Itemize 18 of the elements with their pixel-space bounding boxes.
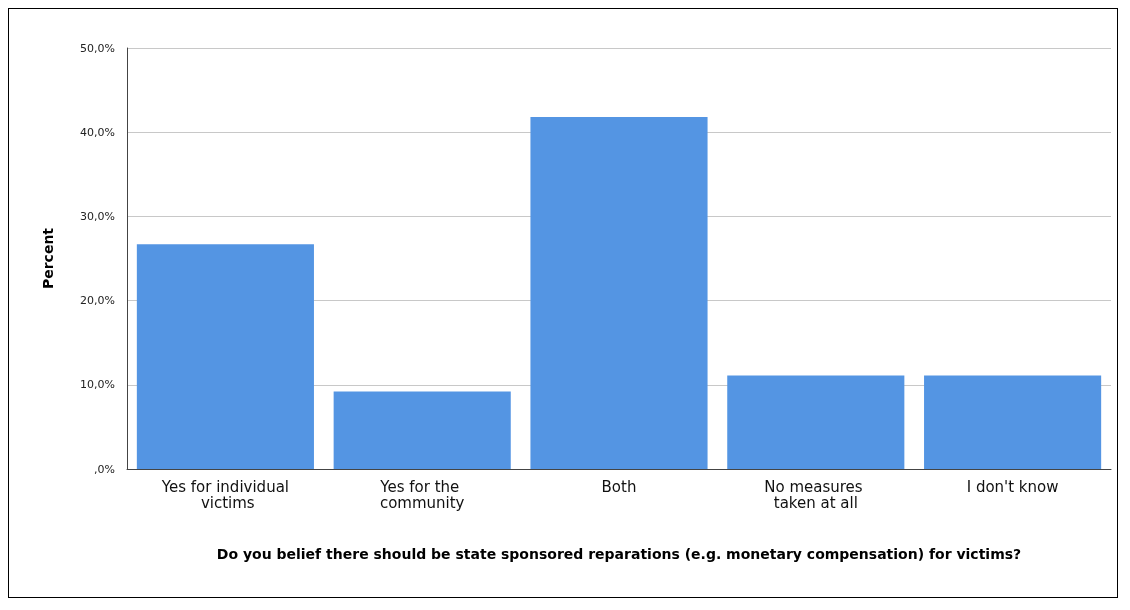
bar xyxy=(924,375,1102,469)
bar xyxy=(530,117,708,469)
x-tick-label: Yes for the community xyxy=(379,478,465,512)
bar xyxy=(333,391,511,469)
y-tick-label: ,0% xyxy=(94,462,115,476)
x-tick-label: Both xyxy=(601,478,637,496)
y-tick-label: 20,0% xyxy=(80,294,115,308)
y-axis-title: Percent xyxy=(40,227,56,290)
x-tick-label: No measures taken at all xyxy=(764,478,868,512)
bar xyxy=(136,244,314,469)
x-axis-title: Do you belief there should be state sponsored reparations (e.g. monetary compensation) for victims? xyxy=(216,546,1022,562)
x-tick-label: Yes for individual victims xyxy=(160,478,289,512)
y-tick-label: 40,0% xyxy=(80,125,115,139)
y-tick-label: 50,0% xyxy=(80,41,115,55)
x-tick-label: I don't know xyxy=(966,478,1059,496)
bar xyxy=(727,375,905,469)
y-tick-label: 10,0% xyxy=(80,378,115,392)
y-tick-label: 30,0% xyxy=(80,209,115,223)
